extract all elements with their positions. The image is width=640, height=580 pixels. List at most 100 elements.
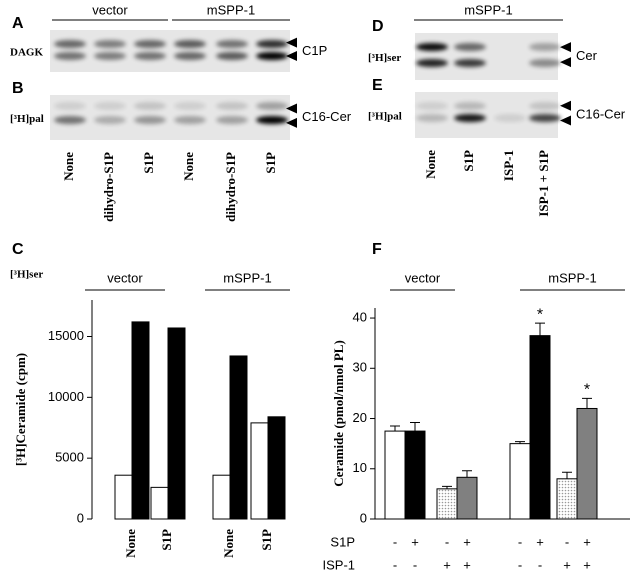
bar [167, 327, 186, 520]
band [256, 40, 288, 48]
y-tick-label: 0 [360, 510, 367, 525]
blot [50, 30, 290, 72]
condition-sign: - [538, 557, 542, 572]
band [94, 102, 126, 110]
x-tick-label: S1P [159, 529, 174, 551]
error-bar [562, 471, 572, 479]
error-bar [462, 470, 472, 478]
band [529, 59, 561, 67]
band [54, 40, 86, 48]
band [54, 116, 86, 124]
y-tick-label: 15000 [48, 328, 84, 343]
bar [556, 478, 578, 520]
bar [509, 443, 531, 520]
arrowhead [286, 51, 297, 62]
bar [267, 416, 286, 520]
band-label: Cer [576, 48, 598, 63]
y-tick-label: 30 [353, 360, 367, 375]
condition-sign: - [413, 557, 417, 572]
band [174, 102, 206, 110]
arrowhead [286, 117, 297, 128]
panel-letter: A [12, 15, 24, 32]
error-bar [410, 422, 420, 432]
condition-sign: + [443, 557, 451, 572]
group-label: vector [405, 270, 441, 285]
lane-label: S1P [461, 150, 476, 172]
band [416, 43, 448, 51]
band [134, 116, 166, 124]
band [529, 114, 561, 122]
error-bar [390, 425, 400, 432]
group-label: mSPP-1 [464, 2, 512, 17]
condition-sign: - [393, 534, 397, 549]
condition-sign: + [411, 534, 419, 549]
condition-sign: + [536, 534, 544, 549]
band [216, 40, 248, 48]
band [216, 116, 248, 124]
lane-label: ISP-1 [501, 150, 516, 181]
condition-sign: - [393, 557, 397, 572]
row-label: [³H]pal [10, 113, 44, 125]
y-tick-label: 10000 [48, 389, 84, 404]
lane-label: S1P [141, 152, 156, 174]
x-tick-label: None [123, 529, 138, 558]
condition-sign: + [463, 534, 471, 549]
band [174, 52, 206, 60]
group-label: mSPP-1 [223, 270, 271, 285]
band [529, 102, 561, 110]
band [216, 102, 248, 110]
x-tick-label: S1P [259, 529, 274, 551]
y-axis-label: [³H]Ceramide (cpm) [13, 353, 28, 466]
annotation: * [537, 306, 543, 323]
blot [50, 95, 290, 140]
bar [212, 474, 231, 520]
band [416, 102, 448, 110]
condition-label: ISP-1 [322, 557, 355, 572]
error-bar [442, 485, 452, 489]
band [174, 40, 206, 48]
bar [456, 476, 478, 520]
panel-letter: D [372, 18, 384, 35]
lane-label: dihydro-S1P [101, 152, 116, 222]
condition-sign: + [583, 534, 591, 549]
row-label: DAGK [10, 47, 43, 59]
y-tick-label: 40 [353, 309, 367, 324]
blot [415, 33, 558, 80]
panel-letter: F [372, 241, 382, 258]
condition-sign: - [445, 534, 449, 549]
group-label: mSPP-1 [207, 2, 255, 17]
arrowhead [286, 103, 297, 114]
bar [404, 430, 426, 520]
lane-label: None [423, 150, 438, 179]
condition-sign: - [565, 534, 569, 549]
x-tick-label: None [221, 529, 236, 558]
arrowhead [560, 57, 571, 68]
lane-label: dihydro-S1P [223, 152, 238, 222]
band-label: C16-Cer [576, 107, 626, 122]
band [454, 114, 486, 122]
group-label: vector [107, 270, 143, 285]
band-label: C16-Cer [302, 109, 352, 124]
row-label: [³H]ser [368, 52, 401, 64]
band [454, 102, 486, 110]
band [416, 114, 448, 122]
condition-sign: + [463, 557, 471, 572]
band [54, 102, 86, 110]
band [94, 116, 126, 124]
arrowhead [286, 37, 297, 48]
y-axis-label: Ceramide (pmol/nmol PL) [331, 340, 346, 487]
y-tick-label: 5000 [55, 450, 84, 465]
lane-label: None [181, 152, 196, 181]
error-bar [535, 322, 545, 336]
lane-label: S1P [263, 152, 278, 174]
arrowhead [560, 100, 571, 111]
condition-label: S1P [330, 534, 355, 549]
bar [436, 488, 458, 520]
band [94, 40, 126, 48]
band [134, 40, 166, 48]
condition-sign: + [563, 557, 571, 572]
bar [250, 422, 269, 520]
bar [229, 355, 248, 520]
